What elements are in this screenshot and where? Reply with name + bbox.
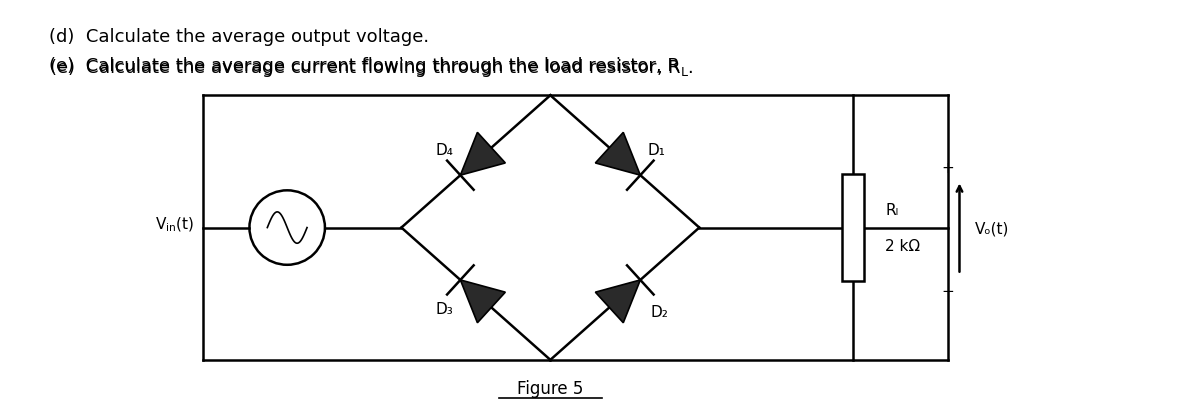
Text: Vₒ(t): Vₒ(t) bbox=[974, 221, 1009, 235]
Text: 2 kΩ: 2 kΩ bbox=[886, 238, 920, 253]
Text: (d)  Calculate the average output voltage.: (d) Calculate the average output voltage… bbox=[49, 28, 428, 45]
Text: (e)  Calculate the average current flowing through the load resistor, R$_\mathre: (e) Calculate the average current flowin… bbox=[49, 57, 694, 79]
Polygon shape bbox=[595, 133, 641, 176]
Text: Figure 5: Figure 5 bbox=[517, 379, 583, 397]
Text: D₂: D₂ bbox=[650, 304, 668, 319]
Polygon shape bbox=[461, 133, 505, 176]
Text: D₃: D₃ bbox=[436, 301, 452, 316]
Text: −: − bbox=[941, 283, 954, 298]
Text: Rₗ: Rₗ bbox=[886, 203, 898, 218]
Text: D₁: D₁ bbox=[648, 143, 666, 158]
Text: V$_{\mathregular{in}}$(t): V$_{\mathregular{in}}$(t) bbox=[155, 215, 194, 233]
Text: (e)  Calculate the average current flowing through the load resistor, R: (e) Calculate the average current flowin… bbox=[49, 57, 679, 75]
Text: +: + bbox=[941, 161, 954, 176]
Text: D₄: D₄ bbox=[436, 143, 454, 158]
Polygon shape bbox=[461, 280, 505, 323]
Bar bbox=[842, 174, 864, 282]
Polygon shape bbox=[595, 280, 641, 323]
